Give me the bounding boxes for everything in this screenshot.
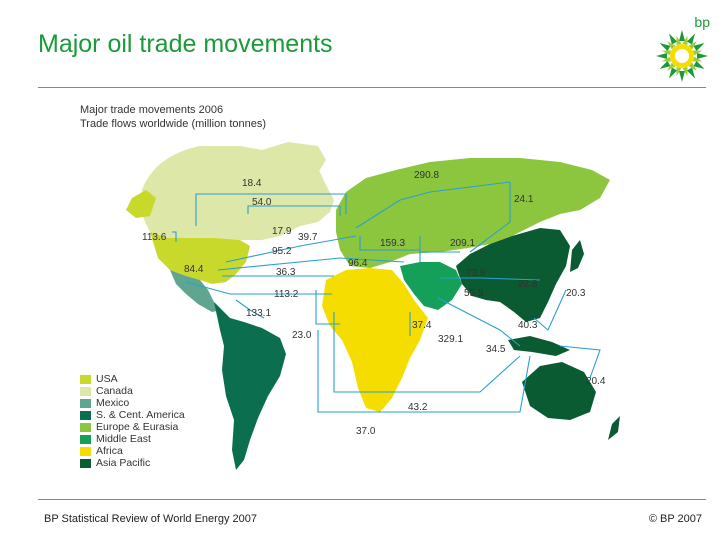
flow-line-canada-north	[195, 193, 347, 226]
region-europe-eurasia	[336, 158, 610, 268]
region-africa	[322, 268, 428, 412]
region-australia	[522, 362, 596, 420]
legend-item-canada: Canada	[80, 385, 185, 397]
region-new-zealand	[608, 416, 620, 440]
flow-label-36-3: 36.3	[276, 267, 296, 278]
legend-label: Mexico	[96, 397, 130, 409]
legend-item-south-central-america: S. & Cent. America	[80, 409, 185, 421]
legend-swatch	[80, 386, 91, 396]
flow-label-55-5: 55.5	[464, 288, 484, 299]
flow-line-africa-south-loop	[317, 330, 531, 413]
flow-label-18-4: 18.4	[242, 178, 262, 189]
legend-item-europe-eurasia: Europe & Eurasia	[80, 421, 185, 433]
footer-copyright: © BP 2007	[648, 513, 702, 525]
flow-line-russia-asia	[469, 182, 511, 253]
legend-item-usa: USA	[80, 373, 185, 385]
flow-label-159-3: 159.3	[380, 238, 405, 249]
trade-flow-lines	[172, 181, 601, 413]
legend-label: Africa	[96, 445, 123, 457]
region-south-central-america	[214, 302, 286, 470]
flow-label-34-5: 34.5	[486, 344, 506, 355]
flow-line-mideast-asia-south	[437, 297, 521, 347]
footer-source: BP Statistical Review of World Energy 20…	[44, 513, 257, 525]
legend-label: USA	[96, 373, 118, 385]
region-indonesia	[508, 336, 570, 356]
flow-line-scam-usa	[235, 299, 265, 319]
legend-label: S. & Cent. America	[96, 409, 185, 421]
legend-swatch	[80, 434, 91, 444]
flow-label-37-4: 37.4	[412, 320, 432, 331]
slide-title: Major oil trade movements	[38, 30, 333, 58]
flow-line-africa-asia-long	[333, 312, 521, 393]
legend-swatch	[80, 458, 91, 468]
bp-helios-icon	[656, 30, 708, 82]
legend-item-africa: Africa	[80, 445, 185, 457]
flow-label-96-4: 96.4	[348, 258, 368, 269]
region-alaska	[126, 190, 156, 218]
region-greenland	[262, 142, 326, 188]
flow-label-20-3: 20.3	[566, 288, 586, 299]
legend-label: Canada	[96, 385, 133, 397]
legend: USA Canada Mexico S. & Cent. America Eur…	[80, 373, 185, 469]
legend-item-asia-pacific: Asia Pacific	[80, 457, 185, 469]
legend-label: Europe & Eurasia	[96, 421, 179, 433]
flow-label-113-6: 113.6	[142, 232, 167, 243]
legend-swatch	[80, 446, 91, 456]
legend-item-mexico: Mexico	[80, 397, 185, 409]
flow-label-43-2: 43.2	[408, 402, 428, 413]
flow-label-17-9: 17.9	[272, 226, 292, 237]
flow-label-209-1: 209.1	[450, 238, 475, 249]
flow-label-40-3: 40.3	[518, 320, 538, 331]
flow-label-22-8: 22.8	[518, 279, 538, 290]
flow-line-australia	[559, 345, 601, 379]
region-japan	[570, 240, 584, 272]
legend-swatch	[80, 422, 91, 432]
region-mexico	[170, 270, 222, 312]
legend-swatch	[80, 410, 91, 420]
region-asia-pacific	[456, 228, 570, 322]
legend-item-middle-east: Middle East	[80, 433, 185, 445]
flow-label-84-4: 84.4	[184, 264, 204, 275]
flow-label-95-2: 95.2	[272, 246, 292, 257]
bp-logo: bp	[648, 14, 718, 84]
flow-label-73-9: 73.9	[466, 268, 486, 279]
flow-label-133-1: 133.1	[246, 308, 271, 319]
region-middle-east	[400, 262, 462, 310]
legend-swatch	[80, 398, 91, 408]
flow-label-23-0: 23.0	[292, 330, 312, 341]
header-divider	[38, 87, 706, 88]
flow-label-113-2: 113.2	[274, 289, 299, 300]
region-usa	[150, 232, 250, 284]
flow-line-canada-mid	[247, 205, 341, 216]
flow-label-37-0: 37.0	[356, 426, 376, 437]
legend-label: Asia Pacific	[96, 457, 151, 469]
flow-line-mideast-europe	[359, 236, 421, 262]
flow-line-mideast-asia	[440, 277, 541, 281]
flow-line-mideast-usa	[217, 257, 405, 271]
flow-line-mexico-usa	[185, 281, 332, 295]
legend-swatch	[80, 374, 91, 384]
flow-line-africa-europe	[315, 290, 340, 325]
flow-label-329-1: 329.1	[438, 334, 463, 345]
bp-logo-text: bp	[694, 14, 710, 30]
map-heading: Major trade movements 2006 Trade flows w…	[80, 103, 266, 131]
flow-line-russia-europe	[355, 181, 511, 229]
map-heading-subtitle: Trade flows worldwide (million tonnes)	[80, 118, 267, 130]
flow-label-290-8: 290.8	[414, 170, 439, 181]
map-heading-title: Major trade movements 2006	[80, 104, 224, 116]
flow-label-39-7: 39.7	[298, 232, 318, 243]
footer-divider	[38, 499, 706, 500]
flow-line-europe-usa	[225, 235, 357, 263]
flow-label-20-4: 20.4	[586, 376, 606, 387]
legend-label: Middle East	[96, 433, 151, 445]
flow-line-indonesia-japan	[533, 289, 567, 331]
flow-line-113-6	[172, 231, 177, 242]
flow-label-54-0: 54.0	[252, 197, 272, 208]
flow-label-24-1: 24.1	[514, 194, 534, 205]
